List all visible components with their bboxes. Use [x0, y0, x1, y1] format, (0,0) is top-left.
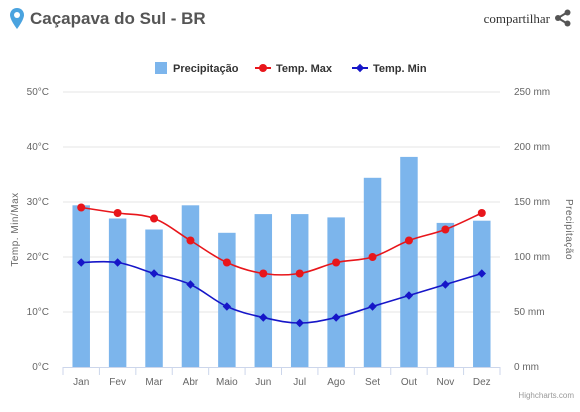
- precipitation-bar[interactable]: [290, 214, 309, 367]
- y-left-tick-label: 0°C: [32, 362, 49, 373]
- temp-max-point[interactable]: [186, 236, 195, 245]
- legend-marker: [355, 63, 365, 73]
- share-icon[interactable]: [554, 9, 572, 27]
- y-left-tick-label: 20°C: [27, 252, 49, 263]
- legend-label: Temp. Max: [276, 63, 333, 75]
- temp-max-point[interactable]: [441, 225, 450, 234]
- y-right-axis-title: Precipitação: [563, 199, 574, 260]
- temperature-lines: [77, 203, 486, 328]
- temp-min-point[interactable]: [441, 280, 450, 289]
- legend-precipitation-swatch: [155, 62, 167, 74]
- y-left-tick-label: 50°C: [27, 87, 49, 98]
- y-right-tick-label: 200 mm: [514, 142, 550, 153]
- temp-min-point[interactable]: [113, 258, 122, 267]
- temp-max-point[interactable]: [477, 209, 486, 217]
- x-tick-label: Ago: [327, 377, 345, 388]
- temp-min-point[interactable]: [477, 269, 486, 278]
- precipitation-bar[interactable]: [254, 214, 273, 367]
- temp-max-point[interactable]: [222, 258, 231, 267]
- y-left-axis-title: Temp. Min/Max: [10, 192, 21, 266]
- x-tick-label: Mar: [145, 377, 163, 388]
- temp-min-point[interactable]: [259, 313, 268, 322]
- climate-chart: 0°C 10°C 20°C 30°C 40°C 50°C 0 mm 50 mm 100 mm 15…: [10, 62, 574, 400]
- x-tick-label: Jul: [293, 377, 306, 388]
- precipitation-bar[interactable]: [145, 229, 163, 368]
- x-tick-label: Abr: [183, 377, 199, 388]
- x-tick-label: Nov: [436, 377, 454, 388]
- grid-lines: [63, 91, 500, 313]
- temp-max-point[interactable]: [113, 209, 122, 217]
- y-left-tick-label: 10°C: [27, 307, 49, 318]
- precipitation-bar[interactable]: [363, 177, 382, 367]
- precipitation-bar[interactable]: [108, 218, 127, 368]
- temp-min-point[interactable]: [77, 258, 86, 267]
- precipitation-bar[interactable]: [327, 217, 345, 367]
- legend-precipitation[interactable]: Precipitação: [155, 62, 239, 75]
- x-tick-label: Jun: [255, 377, 271, 388]
- precipitation-bar[interactable]: [400, 156, 418, 367]
- x-tick-label: Dez: [473, 377, 491, 388]
- y-left-tick-label: 40°C: [27, 142, 49, 153]
- legend-marker: [259, 64, 267, 72]
- share-link[interactable]: compartilhar: [483, 11, 550, 26]
- temp-max-point[interactable]: [295, 269, 304, 278]
- temp-min-point[interactable]: [186, 280, 195, 289]
- y-right-tick-label: 250 mm: [514, 87, 550, 98]
- precipitation-bars: [72, 156, 491, 368]
- chart-header: Caçapava do Sul - BR compartilhar: [0, 0, 580, 40]
- x-tick-label: Out: [401, 377, 417, 388]
- page-title: Caçapava do Sul - BR: [30, 9, 206, 28]
- chart-credits[interactable]: Highcharts.com: [518, 391, 574, 400]
- temp-max-point[interactable]: [150, 214, 159, 223]
- precipitation-bar[interactable]: [473, 220, 491, 367]
- location-pin-icon: [10, 8, 24, 29]
- temp-max-point[interactable]: [259, 269, 268, 278]
- x-tick-label: Set: [365, 377, 380, 388]
- legend-temp-max[interactable]: Temp. Max: [255, 63, 333, 75]
- legend-label: Temp. Min: [373, 63, 427, 75]
- precipitation-bar[interactable]: [218, 232, 236, 367]
- y-right-tick-label: 50 mm: [514, 307, 545, 318]
- temp-min-point[interactable]: [295, 318, 304, 328]
- y-right-tick-label: 100 mm: [514, 252, 550, 263]
- precipitation-bar[interactable]: [72, 205, 90, 367]
- temp-max-point[interactable]: [77, 203, 86, 212]
- temp-min-point[interactable]: [222, 302, 232, 311]
- legend-temp-min[interactable]: Temp. Min: [352, 63, 427, 75]
- x-tick-label: Fev: [109, 377, 126, 388]
- temp-min-point[interactable]: [331, 313, 341, 322]
- temp-min-line: [81, 260, 483, 324]
- temp-min-point[interactable]: [368, 302, 377, 311]
- y-right-tick-label: 0 mm: [514, 362, 539, 373]
- y-right-tick-label: 150 mm: [514, 197, 550, 208]
- axes: 0°C 10°C 20°C 30°C 40°C 50°C 0 mm 50 mm 100 mm 15…: [10, 87, 574, 388]
- temp-min-point[interactable]: [404, 291, 414, 300]
- y-left-tick-label: 30°C: [27, 197, 49, 208]
- legend: Precipitação Temp. Max Temp. Min: [155, 62, 427, 75]
- temp-max-point[interactable]: [332, 258, 341, 267]
- precipitation-bar[interactable]: [436, 222, 455, 367]
- legend-label: Precipitação: [173, 63, 239, 75]
- temp-max-line: [81, 206, 483, 276]
- temp-max-point[interactable]: [368, 253, 377, 261]
- x-tick-label: Jan: [73, 377, 89, 388]
- x-tick-label: Maio: [216, 377, 238, 388]
- temp-max-point[interactable]: [404, 236, 413, 245]
- temp-min-point[interactable]: [149, 269, 159, 278]
